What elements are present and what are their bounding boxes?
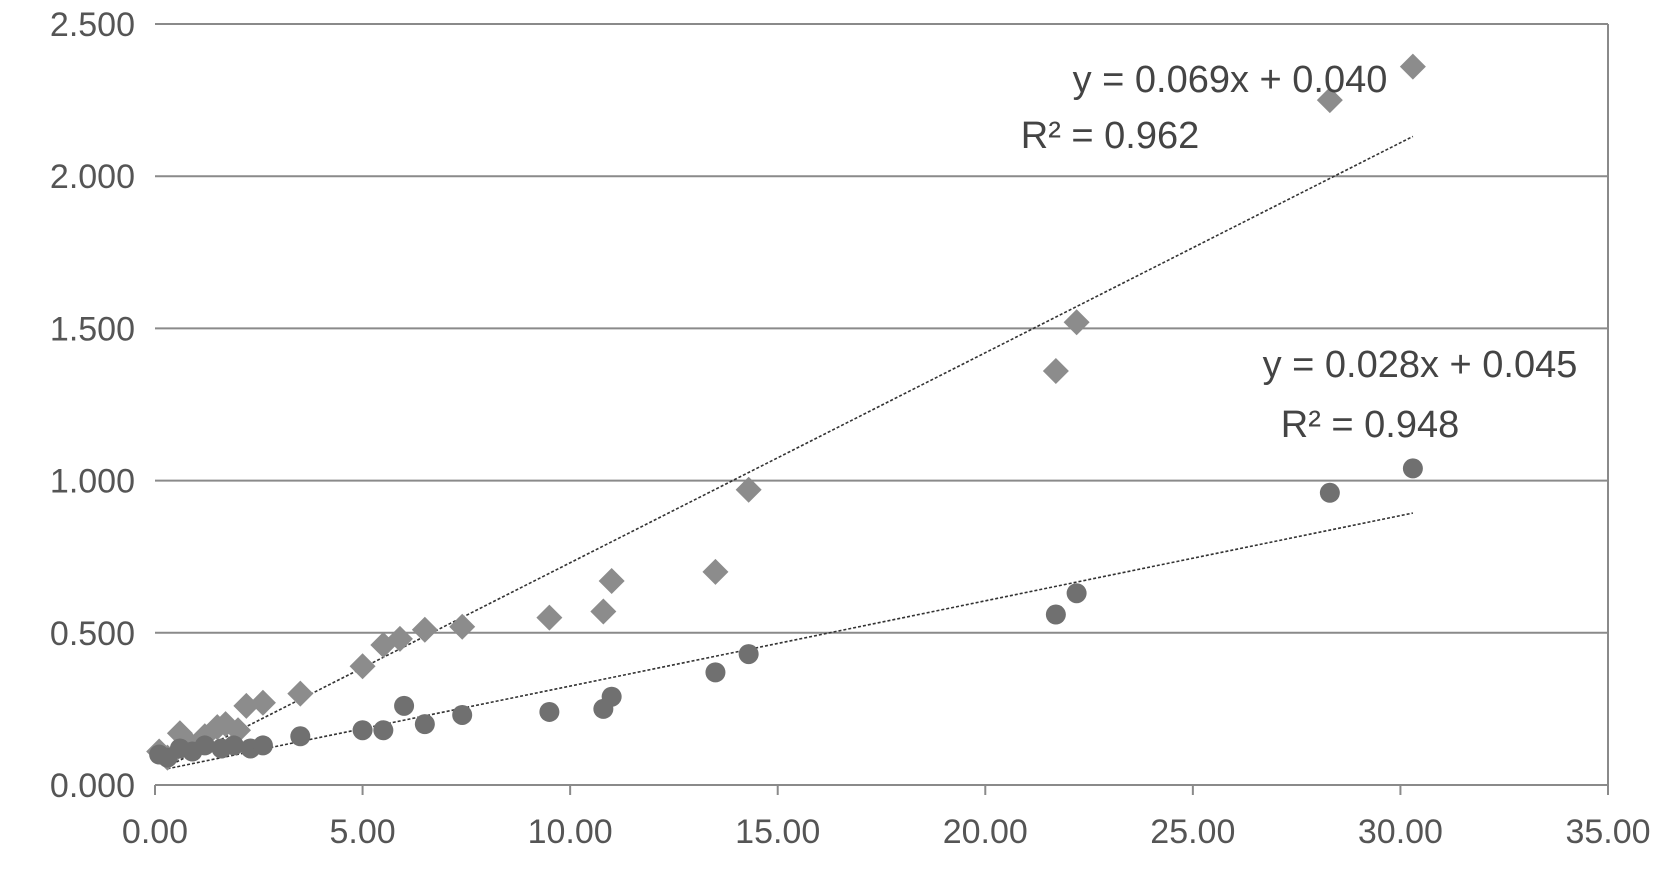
circle-point xyxy=(452,704,473,725)
circle-point xyxy=(738,644,759,665)
x-tick-label: 35.00 xyxy=(1565,813,1650,851)
diamond-point xyxy=(411,616,438,643)
circle-point xyxy=(601,686,622,707)
diamond-point xyxy=(1063,309,1090,336)
tick-labels: 0.000 0.500 1.000 1.500 2.000 2.500 0.00 5.00 10… xyxy=(50,6,1651,851)
circle-point xyxy=(252,735,273,756)
diamond-point xyxy=(349,653,376,680)
diamond-point xyxy=(287,680,314,707)
circle-point xyxy=(394,695,415,716)
circle-point xyxy=(223,735,244,756)
circle-point xyxy=(414,714,435,735)
grid-lines xyxy=(155,23,1608,634)
y-tick-label: 0.000 xyxy=(50,767,135,805)
x-tick-label: 10.00 xyxy=(528,813,613,851)
diamond-point xyxy=(249,689,276,716)
r2-label-series-1: R² = 0.962 xyxy=(1021,115,1200,157)
y-tick-label: 2.500 xyxy=(50,6,135,44)
diamond-point xyxy=(1042,358,1069,385)
circle-point xyxy=(290,726,311,747)
circle-point xyxy=(1402,458,1423,479)
axes xyxy=(154,24,1609,795)
x-tick-label: 25.00 xyxy=(1150,813,1235,851)
x-tick-label: 5.00 xyxy=(329,813,395,851)
r2-label-series-2: R² = 0.948 xyxy=(1281,404,1460,446)
y-tick-label: 1.500 xyxy=(50,310,135,348)
y-tick-label: 2.000 xyxy=(50,158,135,196)
diamond-point xyxy=(702,558,729,585)
diamond-point xyxy=(536,604,563,631)
diamond-point xyxy=(386,625,413,652)
y-tick-label: 0.500 xyxy=(50,615,135,653)
circle-point xyxy=(705,662,726,683)
equation-label-series-1: y = 0.069x + 0.040 xyxy=(1073,59,1388,101)
x-tick-label: 20.00 xyxy=(943,813,1028,851)
trendlines xyxy=(167,135,1414,770)
x-tick-label: 0.00 xyxy=(122,813,188,851)
x-tick-label: 15.00 xyxy=(735,813,820,851)
data-points xyxy=(146,53,1426,771)
circle-point xyxy=(1319,482,1340,503)
diamond-point xyxy=(735,476,762,503)
diamond-point xyxy=(598,568,625,595)
circle-point xyxy=(373,720,394,741)
diamond-point xyxy=(1316,87,1343,114)
x-tick-label: 30.00 xyxy=(1358,813,1443,851)
diamond-point xyxy=(233,692,260,719)
circle-point xyxy=(194,735,215,756)
diamond-point xyxy=(1399,53,1426,80)
trendline-series-1 xyxy=(167,135,1414,768)
circle-point xyxy=(1066,583,1087,604)
y-tick-label: 1.000 xyxy=(50,463,135,501)
circle-point xyxy=(539,701,560,722)
diamond-point xyxy=(590,598,617,625)
diamond-point xyxy=(449,613,476,640)
equation-label-series-2: y = 0.028x + 0.045 xyxy=(1263,344,1578,386)
circle-point xyxy=(1045,604,1066,625)
circle-point xyxy=(352,720,373,741)
